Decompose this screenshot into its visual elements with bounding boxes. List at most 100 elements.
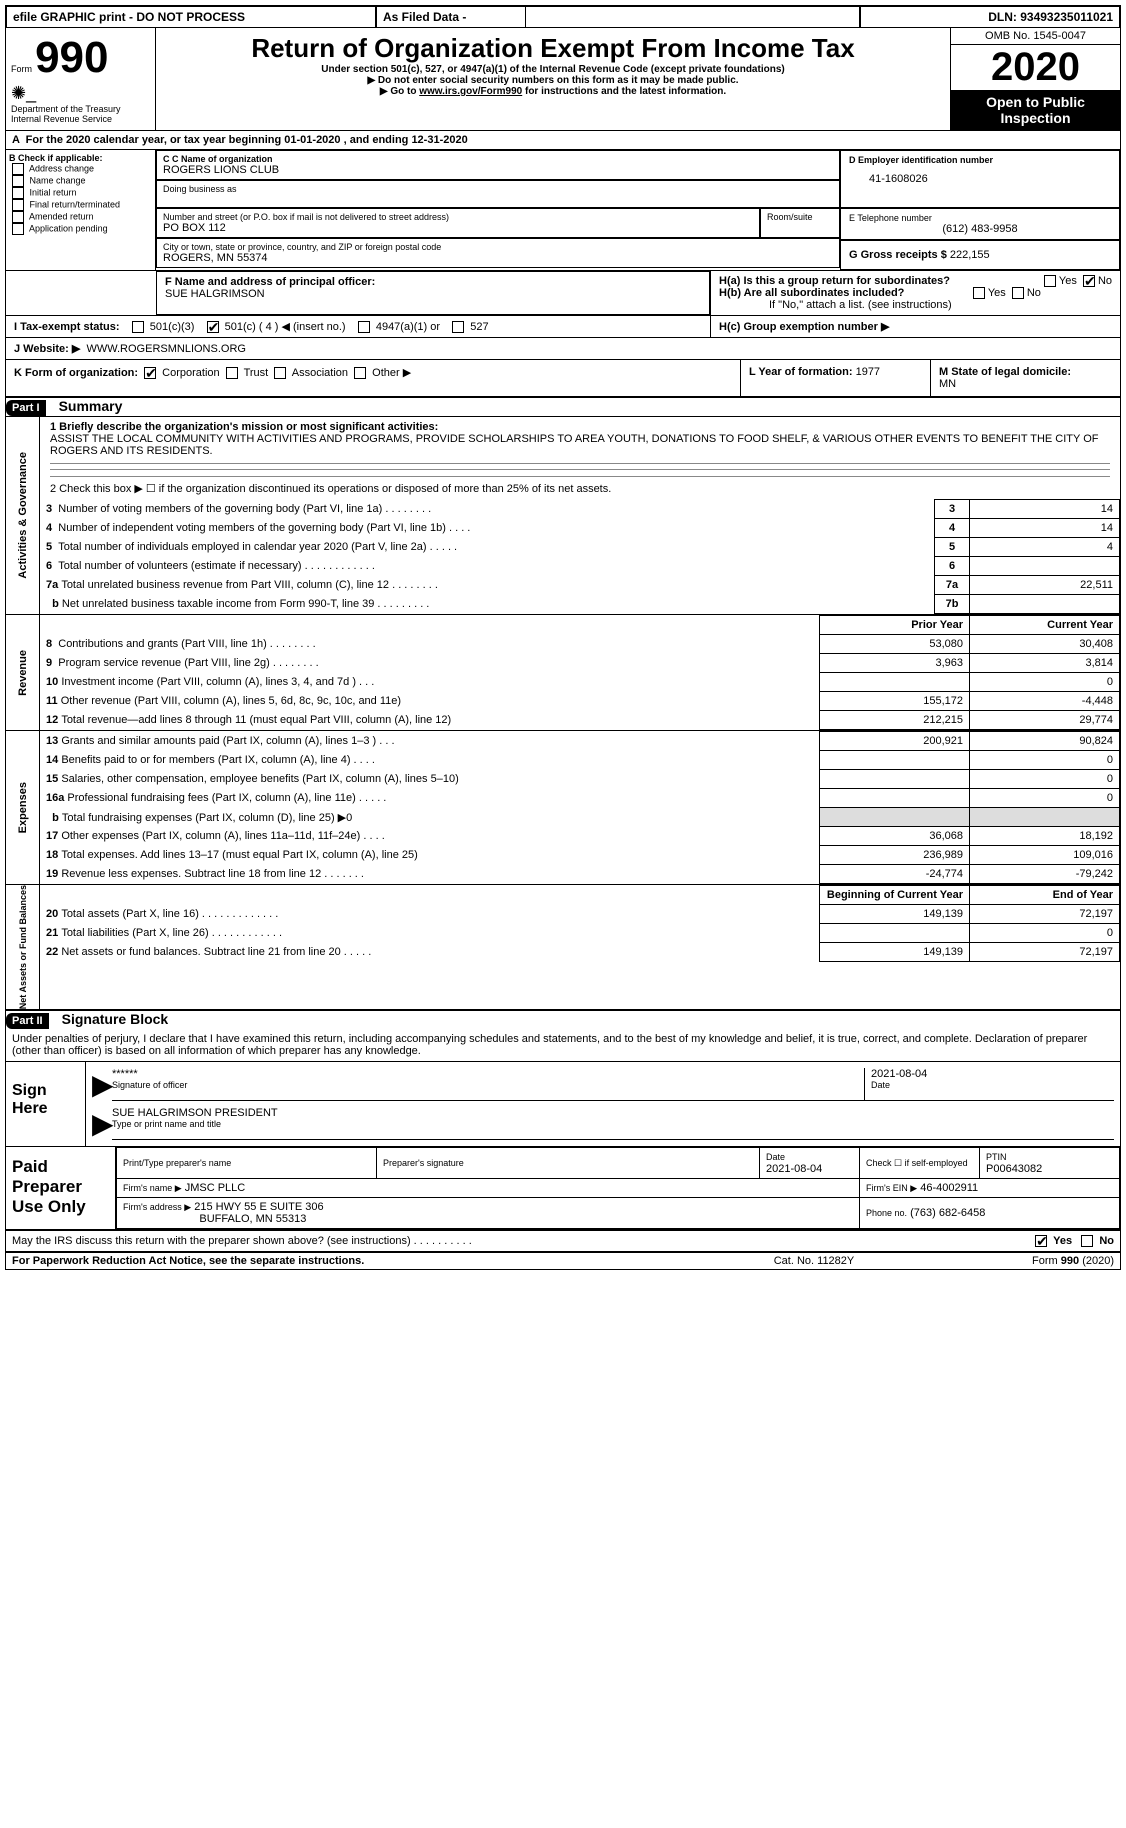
k-o1[interactable]: Corporation xyxy=(162,367,219,379)
ptin-l: PTIN xyxy=(986,1152,1007,1162)
note2b: for instructions and the latest informat… xyxy=(522,86,726,97)
r21t: Total liabilities (Part X, line 26) . . … xyxy=(61,927,282,939)
title-right: OMB No. 1545-0047 2020 Open to Public In… xyxy=(950,28,1120,130)
hb-yes[interactable]: Yes xyxy=(988,287,1006,299)
org-name: ROGERS LIONS CLUB xyxy=(163,164,833,176)
gross-receipts: 222,155 xyxy=(950,249,990,261)
website[interactable]: WWW.ROGERSMNLIONS.ORG xyxy=(86,343,246,355)
r7av: 22,511 xyxy=(970,576,1120,595)
boxb-opt1[interactable]: Name change xyxy=(9,175,152,187)
r16ap xyxy=(820,789,970,808)
r12c: 29,774 xyxy=(970,711,1120,730)
firm-ein: 46-4002911 xyxy=(920,1182,978,1194)
discuss-no[interactable]: No xyxy=(1099,1235,1114,1247)
r20p: 149,139 xyxy=(820,905,970,924)
side-expenses: Expenses xyxy=(17,782,29,833)
paid-preparer-block: Paid Preparer Use Only Print/Type prepar… xyxy=(6,1147,1120,1231)
linem-label: M State of legal domicile: xyxy=(939,366,1071,378)
hb-no[interactable]: No xyxy=(1027,287,1041,299)
boxb-opt5[interactable]: Application pending xyxy=(9,223,152,235)
linel-label: L Year of formation: xyxy=(749,366,853,378)
linej-label: J Website: ▶ xyxy=(14,343,80,355)
prep-name-l: Print/Type preparer's name xyxy=(123,1158,231,1168)
domicile: MN xyxy=(939,378,956,390)
k-o4[interactable]: Other ▶ xyxy=(372,367,411,379)
i-o4[interactable]: 527 xyxy=(470,321,488,333)
title-left: Form 990 ✺_ Department of the Treasury I… xyxy=(6,28,156,130)
boxb-opt2[interactable]: Initial return xyxy=(9,187,152,199)
dln-val: 93493235011021 xyxy=(1020,10,1113,24)
note2-link[interactable]: www.irs.gov/Form990 xyxy=(419,86,522,97)
boxg-label: G Gross receipts $ xyxy=(849,249,947,261)
r22t: Net assets or fund balances. Subtract li… xyxy=(61,946,371,958)
ha-yes[interactable]: Yes xyxy=(1059,275,1077,287)
boxf-label: F Name and address of principal officer: xyxy=(165,276,701,288)
klm-row: K Form of organization: Corporation Trus… xyxy=(6,360,1120,398)
r18t: Total expenses. Add lines 13–17 (must eq… xyxy=(61,849,417,861)
grp-netassets: Net Assets or Fund Balances Beginning of… xyxy=(6,885,1120,1011)
r15c: 0 xyxy=(970,770,1120,789)
sig-off-label: Signature of officer xyxy=(112,1080,864,1090)
dba-label: Doing business as xyxy=(163,184,833,194)
r13t: Grants and similar amounts paid (Part IX… xyxy=(61,735,394,747)
r16ac: 0 xyxy=(970,789,1120,808)
opt-final: Final return/terminated xyxy=(30,199,121,209)
box-h: H(a) Is this a group return for subordin… xyxy=(710,271,1120,315)
org-addr: PO BOX 112 xyxy=(163,222,753,234)
ha-no[interactable]: No xyxy=(1098,275,1112,287)
city-label: City or town, state or province, country… xyxy=(163,242,833,252)
asfiled: As Filed Data - xyxy=(376,6,526,28)
r10p xyxy=(820,673,970,692)
r10t: Investment income (Part VIII, column (A)… xyxy=(61,676,374,688)
line-j: J Website: ▶ WWW.ROGERSMNLIONS.ORG xyxy=(6,338,1120,360)
prep-sig-l: Preparer's signature xyxy=(383,1158,464,1168)
r19t: Revenue less expenses. Subtract line 18 … xyxy=(61,868,364,880)
form-label: Form xyxy=(11,64,32,74)
boxb-opt4[interactable]: Amended return xyxy=(9,211,152,223)
firm-addr2: BUFFALO, MN 55313 xyxy=(199,1213,306,1225)
k-o3[interactable]: Association xyxy=(292,367,348,379)
boxb-opt0[interactable]: Address change xyxy=(9,163,152,175)
r22p: 149,139 xyxy=(820,943,970,962)
col-bcy: Beginning of Current Year xyxy=(820,886,970,905)
info-grid: B Check if applicable: Address change Na… xyxy=(6,150,1120,270)
boxb-opt3[interactable]: Final return/terminated xyxy=(9,199,152,211)
opt-app: Application pending xyxy=(29,223,108,233)
dln: DLN: 93493235011021 xyxy=(860,6,1120,28)
grp-activities: Activities & Governance 1 Briefly descri… xyxy=(6,417,1120,615)
r6n: 6 xyxy=(935,557,970,576)
note1: ▶ Do not enter social security numbers o… xyxy=(161,75,945,86)
r16at: Professional fundraising fees (Part IX, … xyxy=(67,792,386,804)
i-o3[interactable]: 4947(a)(1) or xyxy=(376,321,440,333)
footer-cat: Cat. No. 11282Y xyxy=(714,1255,914,1267)
i-o1[interactable]: 501(c)(3) xyxy=(150,321,195,333)
line-a: A For the 2020 calendar year, or tax yea… xyxy=(6,131,1120,150)
penalty-text: Under penalties of perjury, I declare th… xyxy=(6,1029,1120,1062)
i-o2[interactable]: 501(c) ( 4 ) ◀ (insert no.) xyxy=(225,321,346,333)
self-employed[interactable]: Check ☐ if self-employed xyxy=(860,1148,980,1179)
r5n: 5 xyxy=(935,538,970,557)
room-label: Room/suite xyxy=(767,212,833,222)
line-i: I Tax-exempt status: 501(c)(3) 501(c) ( … xyxy=(6,315,1120,338)
firm-addr1: 215 HWY 55 E SUITE 306 xyxy=(194,1201,323,1213)
sig-stars: ****** xyxy=(112,1068,864,1080)
discuss-yes[interactable]: Yes xyxy=(1053,1235,1072,1247)
r7bv xyxy=(970,595,1120,614)
r11c: -4,448 xyxy=(970,692,1120,711)
spacer xyxy=(526,6,860,28)
expenses-table: 13 Grants and similar amounts paid (Part… xyxy=(40,731,1120,884)
k-o2[interactable]: Trust xyxy=(244,367,269,379)
fh-row: F Name and address of principal officer:… xyxy=(6,270,1120,315)
addr-label: Number and street (or P.O. box if mail i… xyxy=(163,212,753,222)
r9p: 3,963 xyxy=(820,654,970,673)
r4v: 14 xyxy=(970,519,1120,538)
r15p xyxy=(820,770,970,789)
part2-title: Signature Block xyxy=(52,1011,169,1027)
org-city: ROGERS, MN 55374 xyxy=(163,252,833,264)
dln-label: DLN: xyxy=(988,10,1017,24)
r9t: Program service revenue (Part VIII, line… xyxy=(58,657,318,669)
note2a: ▶ Go to xyxy=(380,86,419,97)
r3n: 3 xyxy=(935,500,970,519)
firm-phone: (763) 682-6458 xyxy=(910,1207,985,1219)
side-activities: Activities & Governance xyxy=(17,452,29,579)
